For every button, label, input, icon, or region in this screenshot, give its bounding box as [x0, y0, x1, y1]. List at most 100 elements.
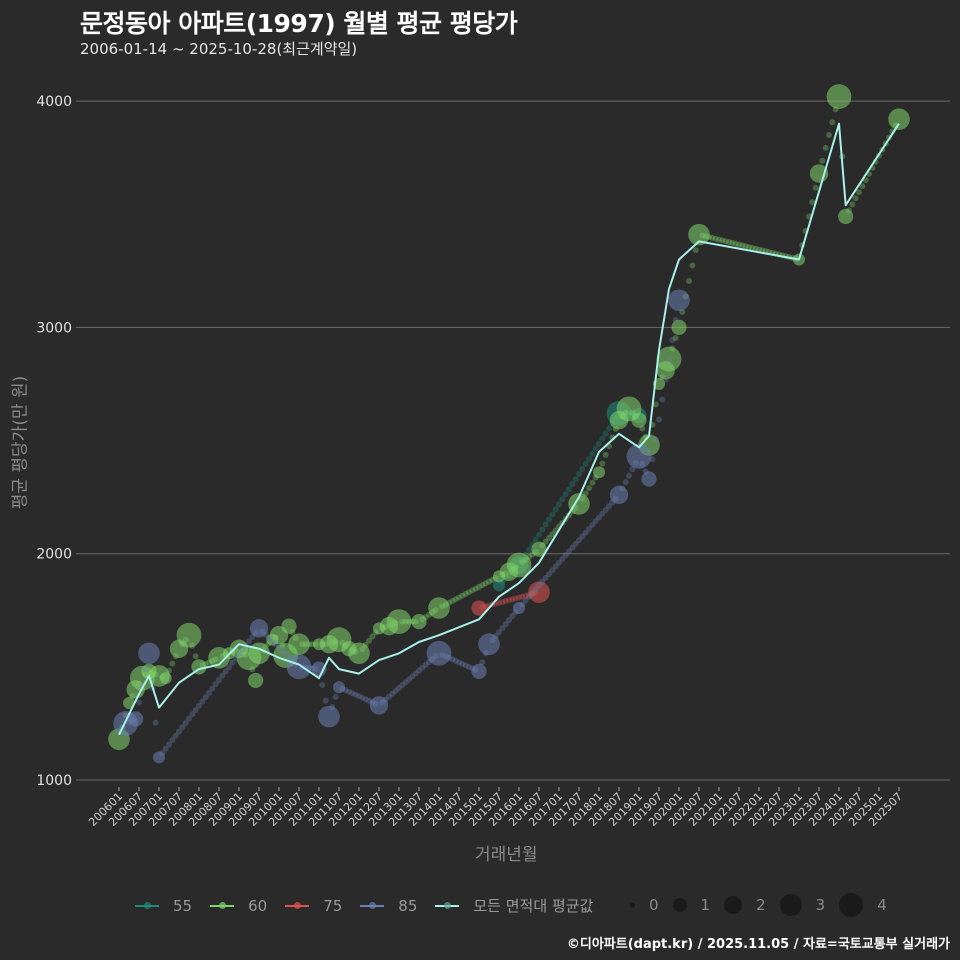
interpolated-point: [176, 728, 182, 735]
data-point[interactable]: [631, 412, 647, 428]
legend-item-75[interactable]: 75: [285, 897, 342, 915]
interpolated-point: [472, 585, 479, 592]
interpolated-point: [276, 644, 282, 651]
interpolated-point: [746, 244, 752, 251]
interpolated-point: [509, 596, 516, 603]
chart-title: 문정동아 아파트(1997) 월별 평균 평당가: [80, 9, 518, 38]
interpolated-point: [652, 401, 659, 408]
data-point[interactable]: [671, 319, 687, 335]
interpolated-point: [542, 574, 549, 581]
data-point[interactable]: [888, 108, 910, 131]
legend-item-55[interactable]: 55: [135, 897, 192, 915]
data-point[interactable]: [609, 485, 629, 505]
data-point[interactable]: [528, 581, 550, 603]
interpolated-point: [569, 481, 576, 488]
interpolated-point: [752, 245, 759, 252]
interpolated-point: [466, 589, 472, 596]
data-point[interactable]: [626, 443, 652, 469]
legend-item-average[interactable]: 모든 면적대 평균값: [435, 895, 593, 916]
interpolated-point: [739, 242, 746, 249]
data-point[interactable]: [838, 208, 854, 225]
data-point[interactable]: [506, 552, 532, 578]
interpolated-point: [452, 657, 459, 664]
interpolated-point: [279, 647, 286, 654]
y-tick-label: 3000: [36, 320, 72, 336]
data-point[interactable]: [428, 597, 450, 619]
interpolated-point: [552, 563, 559, 570]
size-legend-item-3: 3: [779, 894, 825, 916]
data-point[interactable]: [248, 642, 270, 665]
interpolated-point: [519, 593, 526, 600]
data-point[interactable]: [159, 672, 172, 685]
data-point[interactable]: [531, 541, 547, 557]
interpolated-point: [586, 485, 592, 492]
legend-label: 모든 면적대 평균값: [473, 897, 594, 915]
data-point[interactable]: [426, 640, 452, 666]
data-point[interactable]: [176, 622, 202, 648]
interpolated-point: [169, 737, 176, 744]
interpolated-point: [666, 356, 672, 363]
data-point[interactable]: [656, 346, 682, 372]
data-point[interactable]: [128, 711, 144, 727]
data-point[interactable]: [826, 84, 852, 109]
interpolated-point: [549, 531, 556, 538]
interpolated-point: [172, 732, 179, 739]
legend-line-icon: [435, 901, 460, 909]
interpolated-point: [452, 596, 459, 603]
data-point[interactable]: [493, 579, 505, 592]
data-point[interactable]: [513, 602, 525, 615]
data-point[interactable]: [281, 618, 297, 634]
interpolated-point: [596, 514, 602, 521]
data-point[interactable]: [369, 696, 389, 715]
interpolated-point: [396, 684, 402, 691]
interpolated-point: [222, 668, 229, 675]
interpolated-point: [572, 476, 579, 483]
data-point[interactable]: [411, 613, 427, 630]
interpolated-point: [456, 594, 462, 601]
interpolated-point: [456, 659, 462, 666]
legend-item-85[interactable]: 85: [360, 897, 417, 915]
data-point[interactable]: [478, 633, 500, 656]
data-point[interactable]: [248, 672, 264, 689]
interpolated-point: [352, 691, 359, 698]
data-point[interactable]: [311, 661, 327, 677]
interpolated-point: [822, 144, 829, 151]
interpolated-point: [582, 460, 589, 467]
data-point[interactable]: [249, 619, 269, 638]
data-point[interactable]: [286, 654, 312, 680]
interpolated-point: [656, 416, 662, 423]
data-point[interactable]: [318, 705, 340, 728]
data-point[interactable]: [641, 471, 657, 487]
interpolated-point: [732, 240, 739, 247]
interpolated-point: [169, 660, 176, 667]
data-point[interactable]: [288, 633, 310, 656]
interpolated-point: [749, 244, 756, 251]
data-point[interactable]: [471, 663, 487, 679]
series-60: [108, 84, 910, 751]
data-point[interactable]: [153, 751, 165, 764]
data-point[interactable]: [471, 600, 487, 616]
interpolated-point: [266, 634, 272, 641]
interpolated-point: [219, 672, 226, 679]
interpolated-point: [236, 651, 242, 658]
interpolated-point: [562, 491, 569, 498]
size-legend-item-2: 2: [724, 896, 766, 914]
source-caption: ©디아파트(dapt.kr) / 2025.11.05 / 자료=국토교통부 실…: [566, 937, 950, 952]
interpolated-point: [369, 633, 376, 640]
interpolated-point: [319, 681, 326, 688]
data-point[interactable]: [668, 289, 690, 312]
data-point[interactable]: [333, 681, 345, 694]
interpolated-point: [386, 693, 392, 700]
series-75: [471, 581, 550, 616]
interpolated-point: [556, 501, 562, 508]
data-point[interactable]: [593, 466, 605, 479]
legend-line-icon: [135, 901, 159, 909]
data-point[interactable]: [568, 493, 590, 515]
data-point[interactable]: [138, 642, 160, 665]
data-point[interactable]: [348, 642, 370, 665]
data-point[interactable]: [386, 609, 412, 634]
legend-label: 55: [173, 896, 193, 915]
legend-item-60[interactable]: 60: [210, 897, 267, 915]
legend-label: 75: [323, 896, 343, 915]
data-point[interactable]: [688, 223, 710, 246]
